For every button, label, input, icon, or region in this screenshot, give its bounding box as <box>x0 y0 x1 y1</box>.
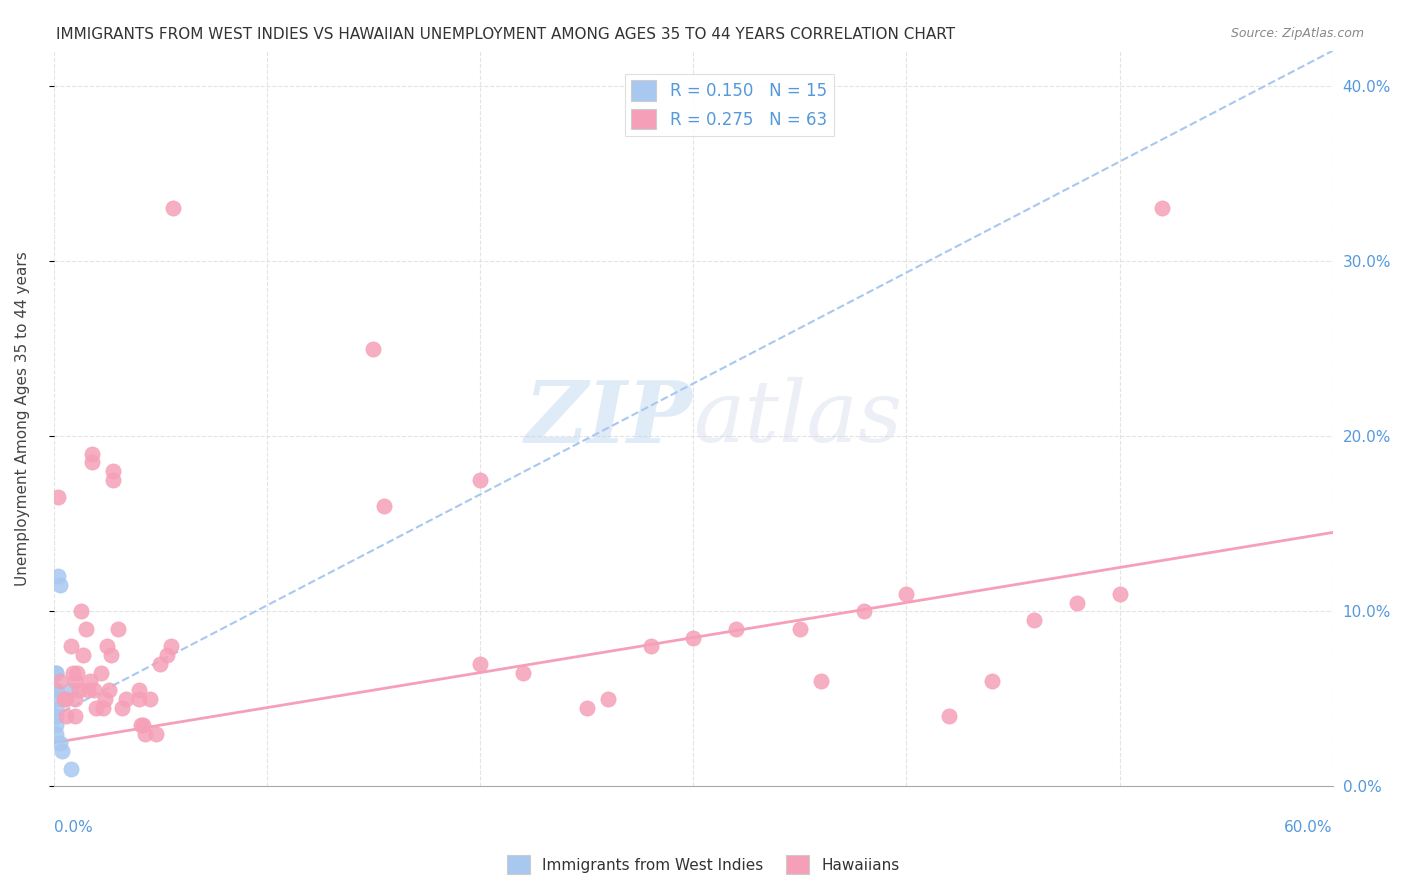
Point <box>724 622 747 636</box>
Point <box>129 718 152 732</box>
Legend: Immigrants from West Indies, Hawaiians: Immigrants from West Indies, Hawaiians <box>501 849 905 880</box>
Point <box>80 455 103 469</box>
Point <box>79 674 101 689</box>
Point <box>45 665 67 680</box>
Point <box>46 491 69 505</box>
Point <box>160 640 183 654</box>
Point <box>45 683 67 698</box>
Point <box>59 640 82 654</box>
Point <box>55 692 77 706</box>
Point <box>98 683 121 698</box>
Point <box>96 640 118 654</box>
Point <box>103 473 125 487</box>
Point <box>128 683 150 698</box>
Point <box>980 674 1002 689</box>
Point <box>468 473 491 487</box>
Point <box>640 640 662 654</box>
Point <box>70 604 93 618</box>
Point <box>145 727 167 741</box>
Point <box>111 700 134 714</box>
Point <box>76 683 98 698</box>
Text: 0.0%: 0.0% <box>53 820 93 835</box>
Text: atlas: atlas <box>693 377 903 460</box>
Point <box>91 700 114 714</box>
Point <box>63 692 86 706</box>
Point <box>45 727 67 741</box>
Point <box>138 692 160 706</box>
Point <box>107 622 129 636</box>
Point <box>49 736 72 750</box>
Point <box>45 718 67 732</box>
Point <box>63 674 86 689</box>
Text: ZIP: ZIP <box>526 376 693 460</box>
Point <box>682 631 704 645</box>
Point <box>94 692 117 706</box>
Text: Source: ZipAtlas.com: Source: ZipAtlas.com <box>1230 27 1364 40</box>
Point <box>80 447 103 461</box>
Point <box>72 648 94 662</box>
Point <box>468 657 491 671</box>
Point <box>100 648 122 662</box>
Point <box>67 683 90 698</box>
Point <box>596 692 619 706</box>
Point <box>45 665 67 680</box>
Point <box>45 709 67 723</box>
Point <box>51 744 73 758</box>
Point <box>1024 613 1046 627</box>
Point <box>83 683 105 698</box>
Point <box>49 578 72 592</box>
Point <box>789 622 811 636</box>
Point <box>810 674 832 689</box>
Point <box>132 718 155 732</box>
Point <box>59 683 82 698</box>
Point <box>103 464 125 478</box>
Point <box>45 683 67 698</box>
Point <box>1066 595 1088 609</box>
Point <box>134 727 156 741</box>
Point <box>89 665 111 680</box>
Point <box>373 499 395 513</box>
Point <box>896 587 918 601</box>
Point <box>1108 587 1130 601</box>
Point <box>575 700 598 714</box>
Point <box>155 648 177 662</box>
Point <box>46 569 69 583</box>
Point <box>55 709 77 723</box>
Point <box>59 762 82 776</box>
Point <box>45 700 67 714</box>
Point <box>62 665 84 680</box>
Point <box>363 342 385 356</box>
Point <box>1152 202 1174 216</box>
Point <box>84 700 107 714</box>
Point <box>149 657 172 671</box>
Point <box>75 622 97 636</box>
Point <box>45 692 67 706</box>
Legend: R = 0.150   N = 15, R = 0.275   N = 63: R = 0.150 N = 15, R = 0.275 N = 63 <box>624 74 834 136</box>
Text: IMMIGRANTS FROM WEST INDIES VS HAWAIIAN UNEMPLOYMENT AMONG AGES 35 TO 44 YEARS C: IMMIGRANTS FROM WEST INDIES VS HAWAIIAN … <box>56 27 955 42</box>
Point <box>63 709 86 723</box>
Y-axis label: Unemployment Among Ages 35 to 44 years: Unemployment Among Ages 35 to 44 years <box>15 252 30 586</box>
Point <box>128 692 150 706</box>
Point <box>852 604 875 618</box>
Point <box>53 692 76 706</box>
Point <box>162 202 184 216</box>
Point <box>938 709 960 723</box>
Text: 60.0%: 60.0% <box>1284 820 1333 835</box>
Point <box>49 674 72 689</box>
Point <box>66 665 89 680</box>
Point <box>512 665 534 680</box>
Point <box>115 692 138 706</box>
